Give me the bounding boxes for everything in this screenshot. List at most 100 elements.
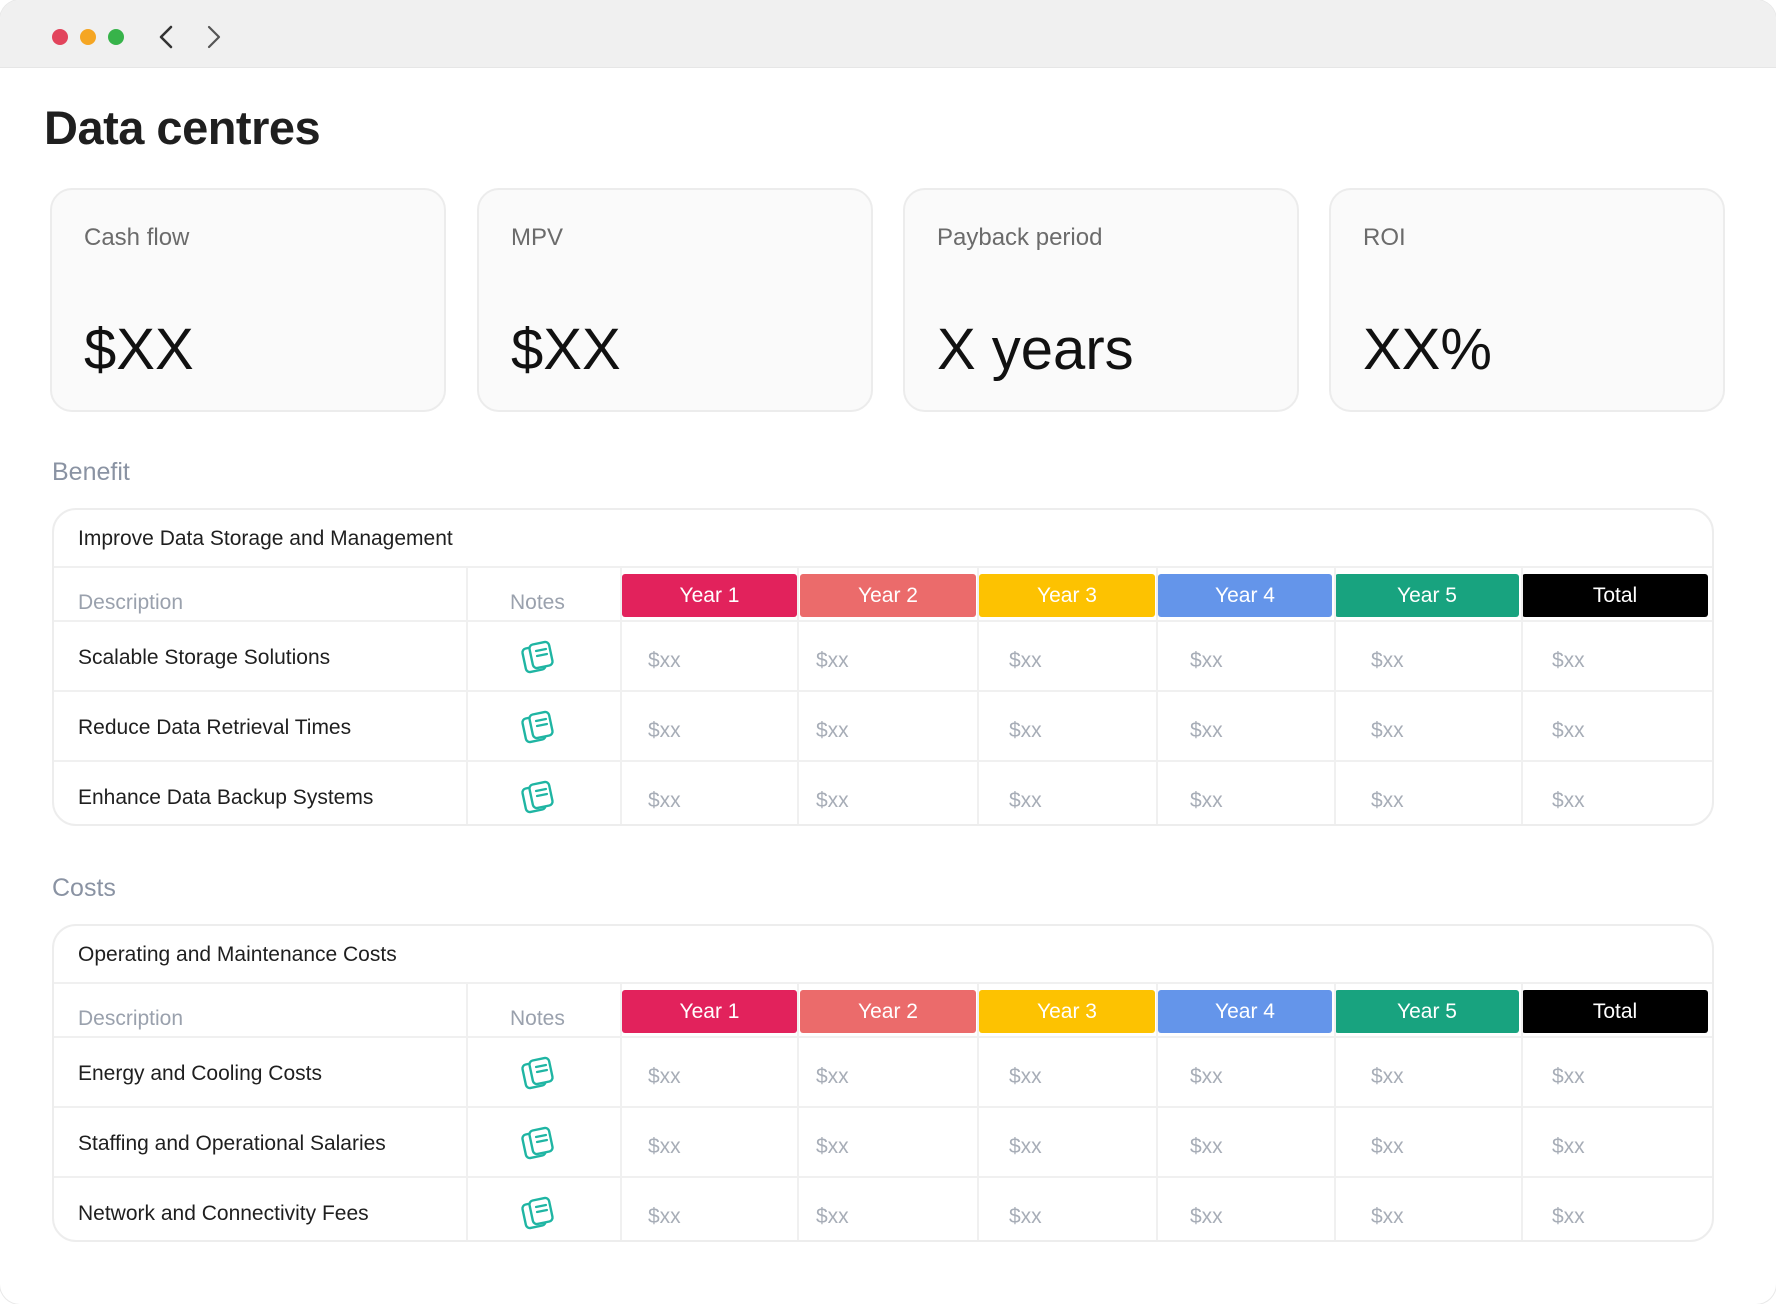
- row-description: Scalable Storage Solutions: [78, 646, 331, 669]
- column-divider: [797, 566, 799, 824]
- table-cell-value[interactable]: $xx: [1552, 719, 1585, 742]
- table-cell-value[interactable]: $xx: [1009, 649, 1042, 672]
- table-cell-value[interactable]: $xx: [648, 719, 681, 742]
- row-divider: [54, 982, 1712, 984]
- benefit-table: Improve Data Storage and Management Descr…: [52, 508, 1714, 826]
- table-cell-value[interactable]: $xx: [1009, 1205, 1042, 1228]
- column-header-year-4: Year 4: [1158, 574, 1332, 617]
- kpi-value: $XX: [511, 317, 621, 382]
- kpi-card-payback-period: Payback period X years: [903, 188, 1299, 412]
- column-divider: [620, 566, 622, 824]
- column-header-total: Total: [1522, 574, 1708, 617]
- kpi-label: ROI: [1363, 224, 1406, 251]
- column-header-year-3: Year 3: [979, 574, 1155, 617]
- column-divider: [620, 982, 622, 1240]
- table-cell-value[interactable]: $xx: [1190, 719, 1223, 742]
- table-cell-value[interactable]: $xx: [648, 789, 681, 812]
- kpi-label: Payback period: [937, 224, 1103, 251]
- column-header-notes: Notes: [510, 591, 565, 614]
- table-cell-value[interactable]: $xx: [1009, 1065, 1042, 1088]
- column-divider: [1521, 566, 1523, 824]
- costs-table: Operating and Maintenance Costs Descripti…: [52, 924, 1714, 1242]
- notes-icon[interactable]: [520, 779, 556, 815]
- table-cell-value[interactable]: $xx: [1552, 1135, 1585, 1158]
- table-cell-value[interactable]: $xx: [1190, 649, 1223, 672]
- column-header-total: Total: [1522, 990, 1708, 1033]
- column-header-year-3: Year 3: [979, 990, 1155, 1033]
- table-cell-value[interactable]: $xx: [1552, 649, 1585, 672]
- notes-icon[interactable]: [520, 639, 556, 675]
- table-cell-value[interactable]: $xx: [1552, 1065, 1585, 1088]
- row-divider: [54, 1036, 1712, 1038]
- table-cell-value[interactable]: $xx: [816, 789, 849, 812]
- column-divider: [1334, 982, 1336, 1240]
- table-cell-value[interactable]: $xx: [816, 1135, 849, 1158]
- table-cell-value[interactable]: $xx: [1190, 1065, 1223, 1088]
- page-title: Data centres: [44, 101, 321, 154]
- section-label-benefit: Benefit: [52, 458, 130, 486]
- column-divider: [797, 982, 799, 1240]
- row-divider: [54, 760, 1712, 762]
- minimize-window-button[interactable]: [80, 29, 96, 45]
- kpi-card-mpv: MPV $XX: [477, 188, 873, 412]
- table-cell-value[interactable]: $xx: [1190, 789, 1223, 812]
- group-title: Improve Data Storage and Management: [78, 527, 453, 550]
- table-cell-value[interactable]: $xx: [1009, 719, 1042, 742]
- table-cell-value[interactable]: $xx: [816, 1205, 849, 1228]
- group-title: Operating and Maintenance Costs: [78, 943, 397, 966]
- column-header-year-5: Year 5: [1335, 990, 1519, 1033]
- table-cell-value[interactable]: $xx: [648, 1205, 681, 1228]
- table-cell-value[interactable]: $xx: [648, 1065, 681, 1088]
- table-cell-value[interactable]: $xx: [1371, 789, 1404, 812]
- table-cell-value[interactable]: $xx: [648, 649, 681, 672]
- row-description: Enhance Data Backup Systems: [78, 786, 374, 809]
- table-cell-value[interactable]: $xx: [1190, 1135, 1223, 1158]
- row-divider: [54, 1106, 1712, 1108]
- notes-icon[interactable]: [520, 1195, 556, 1231]
- row-divider: [54, 620, 1712, 622]
- row-description: Energy and Cooling Costs: [78, 1062, 322, 1085]
- table-cell-value[interactable]: $xx: [1552, 1205, 1585, 1228]
- row-description: Network and Connectivity Fees: [78, 1202, 369, 1225]
- table-cell-value[interactable]: $xx: [816, 1065, 849, 1088]
- row-divider: [54, 1176, 1712, 1178]
- chevron-left-icon[interactable]: [154, 22, 180, 52]
- column-divider: [977, 566, 979, 824]
- chevron-right-icon[interactable]: [200, 22, 226, 52]
- notes-icon[interactable]: [520, 709, 556, 745]
- row-description: Staffing and Operational Salaries: [78, 1132, 386, 1155]
- table-cell-value[interactable]: $xx: [648, 1135, 681, 1158]
- table-cell-value[interactable]: $xx: [1009, 789, 1042, 812]
- section-label-costs: Costs: [52, 874, 116, 902]
- table-cell-value[interactable]: $xx: [1371, 1065, 1404, 1088]
- table-cell-value[interactable]: $xx: [1371, 719, 1404, 742]
- kpi-card-cash-flow: Cash flow $XX: [50, 188, 446, 412]
- close-window-button[interactable]: [52, 29, 68, 45]
- table-cell-value[interactable]: $xx: [1371, 1135, 1404, 1158]
- maximize-window-button[interactable]: [108, 29, 124, 45]
- column-divider: [466, 566, 468, 824]
- column-divider: [1156, 982, 1158, 1240]
- notes-icon[interactable]: [520, 1125, 556, 1161]
- column-header-description: Description: [78, 591, 184, 614]
- table-cell-value[interactable]: $xx: [1371, 649, 1404, 672]
- notes-icon[interactable]: [520, 1055, 556, 1091]
- column-header-year-1: Year 1: [622, 574, 797, 617]
- column-divider: [1156, 566, 1158, 824]
- table-cell-value[interactable]: $xx: [1371, 1205, 1404, 1228]
- kpi-value: X years: [937, 317, 1134, 382]
- table-cell-value[interactable]: $xx: [1190, 1205, 1223, 1228]
- column-divider: [1334, 566, 1336, 824]
- column-header-notes: Notes: [510, 1007, 565, 1030]
- kpi-value: XX%: [1363, 317, 1492, 382]
- table-cell-value[interactable]: $xx: [1552, 789, 1585, 812]
- column-header-year-4: Year 4: [1158, 990, 1332, 1033]
- column-header-year-2: Year 2: [800, 574, 976, 617]
- table-cell-value[interactable]: $xx: [1009, 1135, 1042, 1158]
- row-description: Reduce Data Retrieval Times: [78, 716, 352, 739]
- kpi-label: MPV: [511, 224, 564, 251]
- column-divider: [466, 982, 468, 1240]
- table-cell-value[interactable]: $xx: [816, 719, 849, 742]
- table-cell-value[interactable]: $xx: [816, 649, 849, 672]
